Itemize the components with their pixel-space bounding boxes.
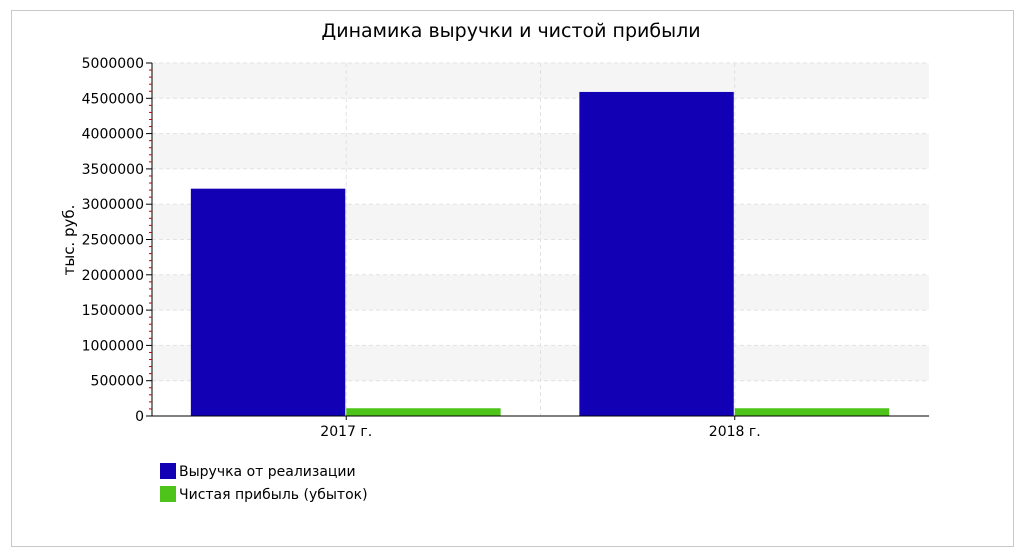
y-axis-label: тыс. руб. [60,205,78,276]
x-tick-label: 2017 г. [320,424,372,440]
y-tick-label: 2500000 [82,233,144,249]
y-tick-label: 500000 [91,374,144,390]
legend: Выручка от реализации Чистая прибыль (убы… [160,463,368,503]
chart-title: Динамика выручки и чистой прибыли [321,20,700,42]
y-tick-label: 5000000 [82,56,144,72]
y-tick-label: 1500000 [82,303,144,319]
y-tick-label: 3500000 [82,162,144,178]
legend-label: Выручка от реализации [179,464,356,480]
bar-net-profit-1 [734,408,890,416]
y-tick-label: 2000000 [82,268,144,284]
y-tick-label: 1000000 [82,338,144,354]
bar-revenue-0 [190,188,346,416]
y-tick-label: 4500000 [82,91,144,107]
bars [190,91,890,417]
bar-net-profit-0 [346,408,501,416]
y-tick-labels: 0 500000 1000000 1500000 2000000 2500000 30000… [82,56,144,425]
y-tick-label: 3000000 [82,197,144,213]
axes [146,62,929,420]
legend-swatch [160,486,176,502]
y-tick-label: 0 [135,409,144,425]
x-tick-label: 2018 г. [709,424,761,440]
legend-swatch [160,463,176,479]
bar-revenue-1 [579,91,734,417]
legend-label: Чистая прибыль (убыток) [179,487,368,503]
x-tick-labels: 2017 г. 2018 г. [320,424,760,440]
y-tick-label: 4000000 [82,127,144,143]
